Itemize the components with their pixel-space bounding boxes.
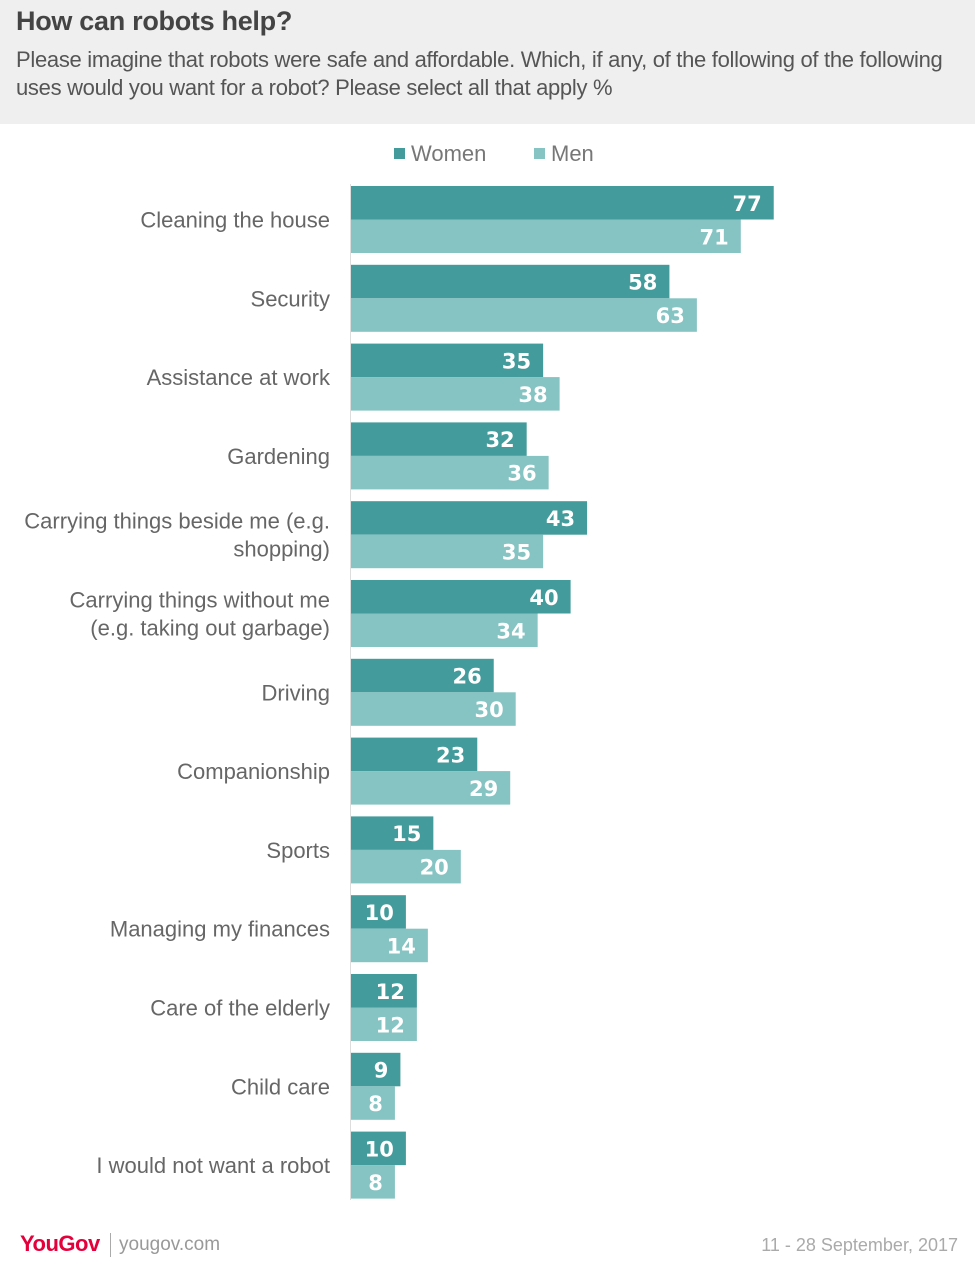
data-label-men: 38 [518, 383, 547, 407]
bar-men [351, 455, 549, 490]
category-label: Care of the elderly [150, 996, 330, 1021]
data-label-women: 10 [365, 901, 394, 925]
bar-men [351, 928, 428, 963]
bar-women [351, 895, 406, 929]
bar-men [351, 692, 516, 726]
data-label-women: 32 [485, 428, 514, 452]
data-label-women: 58 [628, 271, 657, 295]
bar-women [351, 1131, 406, 1166]
category-label: Assistance at work [147, 365, 331, 390]
data-label-men: 20 [420, 856, 449, 880]
data-label-men: 12 [376, 1013, 405, 1037]
bar-men [351, 613, 538, 647]
category-label: Child care [231, 1074, 330, 1099]
bar-women [351, 422, 527, 456]
category-label: Carrying things without me (e.g. taking o… [70, 588, 330, 641]
legend-label-women: Women [411, 141, 487, 166]
data-label-men: 8 [368, 1092, 383, 1116]
bar-women [351, 580, 571, 614]
data-label-men: 29 [469, 777, 498, 801]
legend-item-men: Men [534, 141, 594, 167]
legend-item-women: Women [394, 141, 486, 167]
bar-women [351, 737, 478, 772]
category-label: Managing my finances [110, 917, 330, 942]
chart-title: How can robots help? [16, 6, 293, 36]
bar-women [351, 816, 434, 850]
category-label: Security [251, 286, 330, 311]
data-label-women: 15 [392, 822, 421, 846]
data-label-men: 63 [656, 304, 685, 328]
data-label-men: 36 [507, 462, 536, 486]
data-label-women: 10 [365, 1137, 394, 1161]
legend-label-men: Men [551, 141, 594, 166]
bar-women [351, 264, 670, 299]
bar-men [351, 534, 544, 569]
bar-men [351, 849, 461, 884]
bar-men [351, 1165, 395, 1199]
data-label-women: 43 [546, 507, 575, 531]
data-label-women: 40 [529, 586, 558, 610]
footer-date: 11 - 28 September, 2017 [761, 1235, 958, 1255]
category-label: Gardening [227, 444, 330, 469]
data-label-men: 14 [387, 934, 416, 958]
data-label-men: 35 [502, 540, 531, 564]
legend-swatch-women [394, 148, 405, 159]
category-label: Cleaning the house [140, 208, 330, 233]
data-label-women: 9 [374, 1059, 389, 1083]
category-label: I would not want a robot [96, 1153, 330, 1178]
bar-men [351, 219, 741, 253]
bar-women [351, 343, 544, 378]
data-label-men: 30 [474, 698, 503, 722]
category-label: Sports [266, 838, 330, 863]
bar-women [351, 501, 588, 535]
legend-swatch-men [534, 148, 545, 159]
bar-men [351, 1007, 417, 1041]
bar-women [351, 186, 774, 220]
bar-women [351, 1052, 401, 1087]
data-label-men: 71 [700, 225, 729, 249]
bar-men [351, 377, 560, 411]
legend: Women Men [0, 141, 975, 167]
bar-men [351, 1086, 395, 1120]
footer-site: yougov.com [119, 1234, 221, 1255]
data-label-women: 12 [376, 980, 405, 1004]
category-label: Companionship [177, 759, 330, 784]
data-label-women: 26 [453, 665, 482, 689]
bar-women [351, 974, 417, 1008]
data-label-women: 77 [732, 192, 761, 216]
data-label-women: 23 [436, 743, 465, 767]
data-label-women: 35 [502, 349, 531, 373]
bar-women [351, 658, 494, 693]
footer-divider [110, 1233, 111, 1257]
bar-men [351, 771, 511, 805]
bar-men [351, 298, 697, 332]
chart-subtitle: Please imagine that robots were safe and… [16, 47, 943, 100]
category-label: Driving [262, 680, 330, 705]
header-band: How can robots help? Please imagine that… [0, 0, 975, 124]
data-label-men: 34 [496, 619, 525, 643]
data-label-men: 8 [368, 1171, 383, 1195]
category-label: Carrying things beside me (e.g. shopping) [24, 509, 330, 562]
yougov-logo: YouGov [20, 1231, 100, 1256]
